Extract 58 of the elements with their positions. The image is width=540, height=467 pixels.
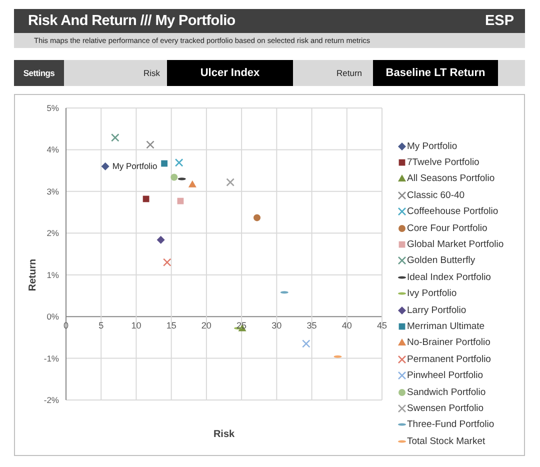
y-tick-label: 3%	[46, 186, 60, 196]
x-tick-label: 5	[98, 320, 104, 331]
point	[302, 340, 310, 348]
legend-label: Larry Portfolio	[406, 304, 468, 318]
x-tick-label: 30	[272, 320, 282, 331]
legend-label: Golden Butterfly	[406, 254, 476, 268]
point	[161, 160, 168, 167]
point	[156, 236, 165, 244]
chart-title: Risk And Return /// My Portfolio	[28, 13, 236, 29]
x-tick-label: 40	[342, 320, 352, 331]
legend-label: Total Stock Market	[406, 434, 486, 449]
point	[226, 178, 234, 186]
x-tick-label: 10	[131, 320, 142, 331]
x-tick-label: 15	[166, 320, 176, 331]
point	[111, 133, 120, 142]
y-tick-label: -1%	[44, 353, 60, 364]
y-tick-label: 4%	[46, 144, 60, 155]
legend-label: Pinwheel Portfolio	[406, 369, 484, 384]
point	[101, 162, 110, 170]
point	[254, 214, 261, 222]
metric-field: Baseline LT Return	[373, 60, 498, 86]
legend-label: Merriman Ultimate	[406, 320, 486, 334]
legend-label: 7Twelve Portfolio	[406, 156, 480, 170]
settings-tab: Settings	[14, 60, 64, 86]
legend-label: Core Four Portfolio	[406, 222, 488, 236]
legend-label: Ideal Index Portfolio	[406, 270, 492, 285]
point	[162, 258, 172, 266]
y-axis-title: Return	[28, 258, 39, 292]
x-tick-label: 20	[201, 320, 212, 331]
point	[174, 158, 184, 167]
legend-label: Swensen Portfolio	[406, 402, 485, 416]
x-tick-label: 35	[306, 320, 317, 331]
text: Return	[335, 68, 362, 78]
legend-label: Classic 60-40	[406, 188, 466, 203]
y-tick-label: 1%	[46, 270, 60, 280]
text: ESP	[484, 13, 514, 29]
point	[142, 196, 150, 202]
legend-label: All Seasons Portfolio	[406, 172, 496, 186]
metric-field: Ulcer Index	[167, 60, 293, 86]
legend-label: Ivy Portfolio	[406, 287, 458, 302]
legend-label: Permanent Portfolio	[406, 352, 492, 367]
y-tick-label: 0%	[46, 312, 60, 322]
x-axis-title: Risk	[213, 429, 235, 440]
y-tick-label: -2%	[44, 395, 60, 406]
legend-label: Global Market Portfolio	[406, 238, 504, 252]
legend-label: No-Brainer Portfolio	[406, 336, 492, 350]
annotation: My Portfolio	[112, 160, 158, 174]
text: Risk	[142, 68, 160, 78]
point	[170, 174, 178, 181]
x-tick-label: 45	[376, 320, 388, 331]
y-tick-label: 2%	[46, 228, 60, 238]
legend-label: My Portfolio	[406, 140, 458, 154]
legend-label: Sandwich Portfolio	[406, 386, 487, 400]
point	[146, 140, 154, 149]
legend-label: Three-Fund Portfolio	[406, 418, 496, 432]
legend-label: Coffeehouse Portfolio	[406, 205, 500, 220]
y-tick-label: 5%	[46, 103, 60, 114]
point	[188, 180, 196, 188]
